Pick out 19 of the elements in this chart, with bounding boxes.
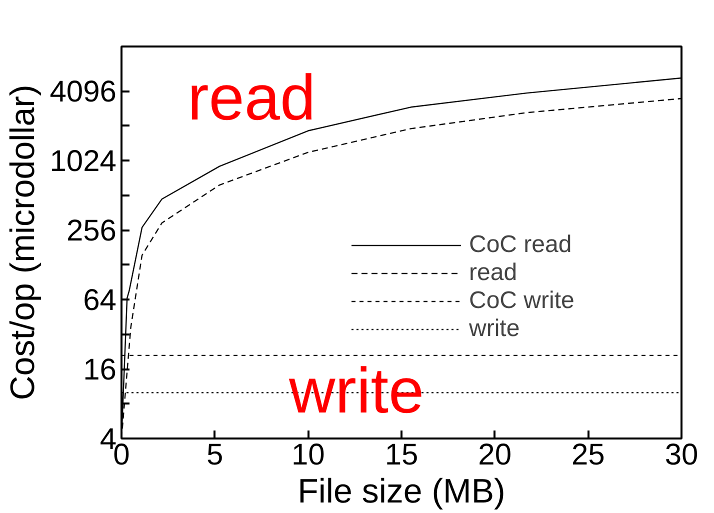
x-tick-label: 10	[291, 438, 325, 472]
x-tick-label: 5	[206, 438, 224, 472]
legend-label: CoC write	[469, 287, 574, 315]
x-tick-label: 15	[384, 438, 418, 472]
annotation: read	[187, 62, 316, 134]
legend-label: read	[469, 259, 518, 287]
y-tick-label: 4096	[50, 76, 117, 109]
y-tick-label: 16	[83, 354, 117, 387]
x-tick-label: 30	[664, 438, 698, 472]
x-tick-label: 20	[478, 438, 512, 472]
y-tick-label: 256	[66, 214, 117, 248]
legend-label: CoC read	[469, 231, 572, 259]
y-tick-label: 1024	[50, 145, 117, 178]
y-axis-title: Cost/op (microdollar)	[4, 84, 42, 400]
y-tick-label: 64	[83, 284, 117, 318]
x-tick-label: 25	[571, 438, 605, 472]
annotation: write	[288, 354, 424, 426]
x-axis-title: File size (MB)	[298, 472, 506, 510]
legend-label: write	[469, 315, 520, 343]
